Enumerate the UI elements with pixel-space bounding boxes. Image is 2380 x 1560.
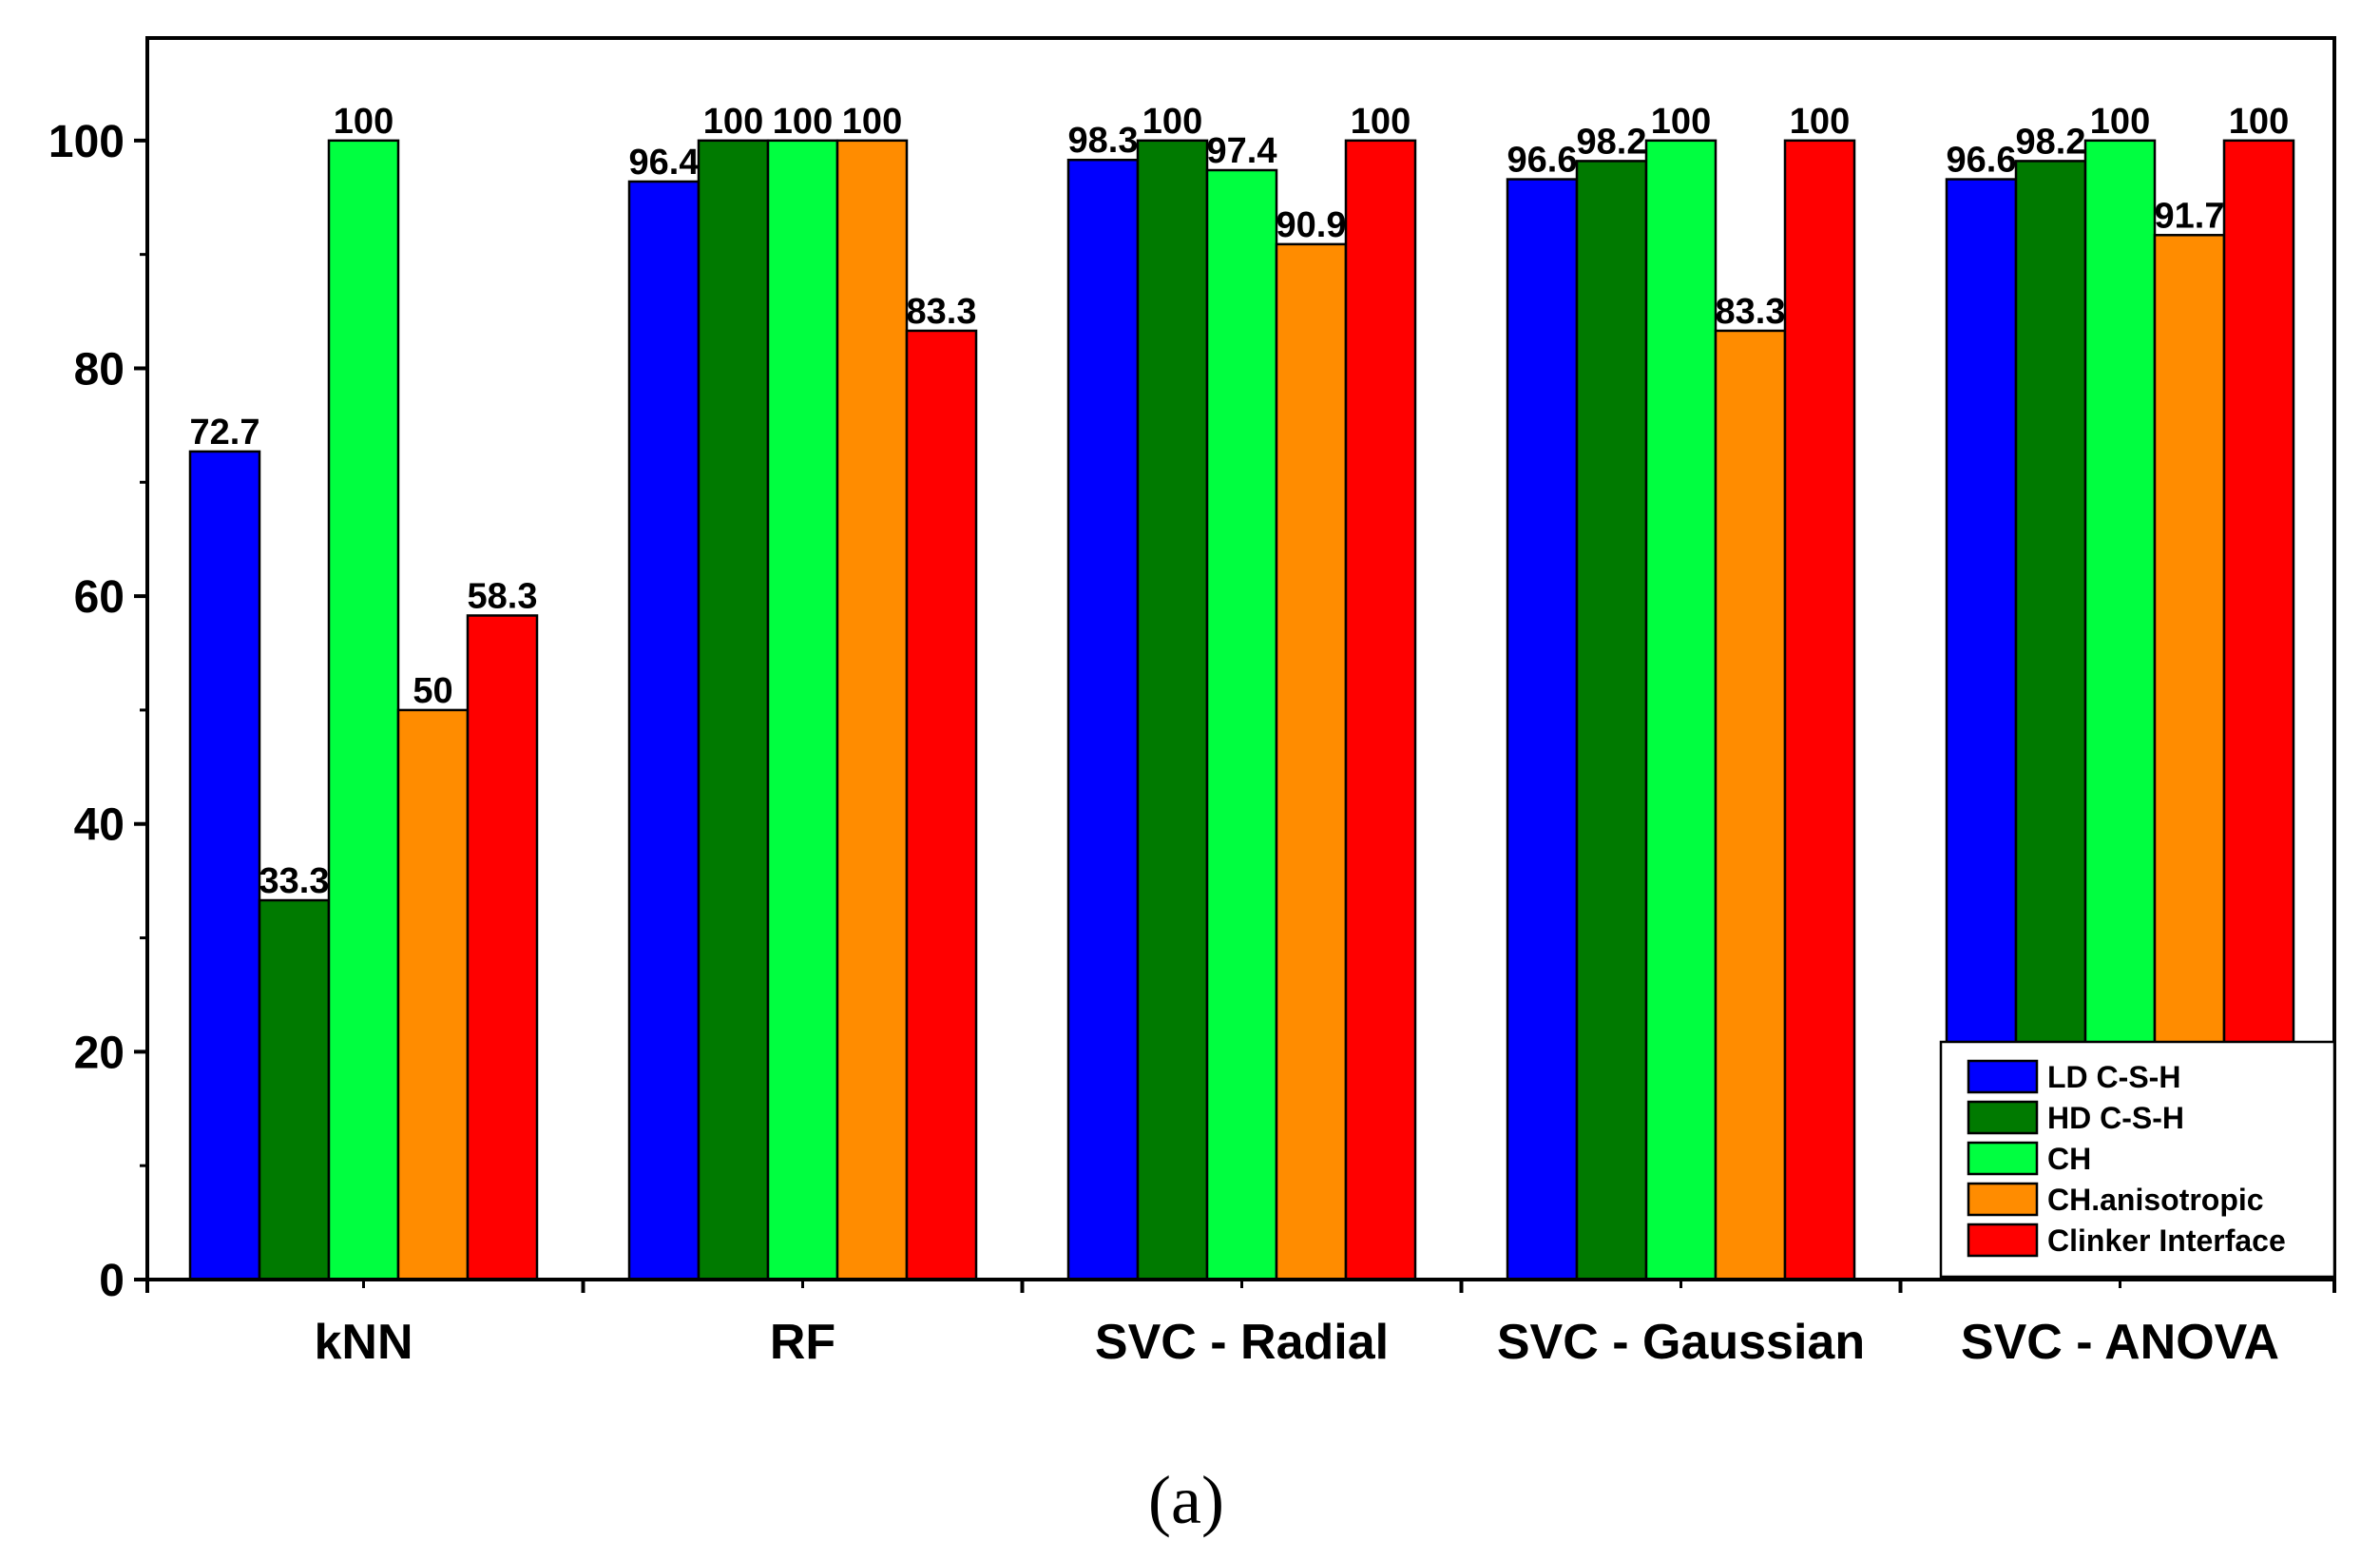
x-category-label: RF xyxy=(770,1315,835,1370)
bar-svc-gaussian-ch xyxy=(1644,139,1718,1281)
bar-svc-gaussian-hd-c-s-h xyxy=(1575,160,1648,1281)
x-category-label: SVC - Radial xyxy=(1095,1315,1389,1370)
data-label-rf-ld-c-s-h: 96.4 xyxy=(629,143,700,183)
bar-svc-radial-hd-c-s-h xyxy=(1136,139,1209,1281)
y-tick-label: 0 xyxy=(99,1256,125,1306)
y-tick-label: 20 xyxy=(74,1028,125,1078)
data-label-svc-radial-hd-c-s-h: 100 xyxy=(1142,102,1202,142)
data-label-svc-gaussian-hd-c-s-h: 98.2 xyxy=(1577,122,1647,162)
data-label-svc-anova-clinker-interface: 100 xyxy=(2229,102,2289,142)
data-label-svc-anova-ld-c-s-h: 96.6 xyxy=(1947,141,2017,181)
bars-layer xyxy=(188,139,2295,1281)
legend-swatch-ch xyxy=(1967,1141,2039,1176)
x-axis: kNN RF SVC - Radial SVC - Gaussian SVC - ANO… xyxy=(145,1280,2336,1370)
legend-swatch-ch-anisotropic xyxy=(1967,1182,2039,1217)
legend-label-hd-c-s-h: HD C-S-H xyxy=(2047,1101,2184,1135)
x-category-label: kNN xyxy=(314,1315,413,1370)
data-label-svc-gaussian-ch: 100 xyxy=(1651,102,1711,142)
x-category-label: SVC - Gaussian xyxy=(1497,1315,1865,1370)
y-tick-label: 60 xyxy=(74,572,125,623)
data-label-knn-hd-c-s-h: 33.3 xyxy=(259,861,330,901)
bar-svc-gaussian-ld-c-s-h xyxy=(1506,178,1579,1281)
bar-svc-radial-clinker-interface xyxy=(1344,139,1417,1281)
data-label-knn-ch: 100 xyxy=(334,102,393,142)
bar-svc-radial-ld-c-s-h xyxy=(1066,158,1140,1281)
data-label-rf-hd-c-s-h: 100 xyxy=(703,102,763,142)
legend-label-ld-c-s-h: LD C-S-H xyxy=(2047,1060,2180,1094)
bar-rf-ch xyxy=(766,139,839,1281)
y-axis: 0 20 40 60 80 100 xyxy=(48,117,147,1306)
bar-knn-ch xyxy=(327,139,400,1281)
data-label-svc-gaussian-ch-anisotropic: 83.3 xyxy=(1716,292,1786,332)
bar-rf-ld-c-s-h xyxy=(627,180,701,1281)
bar-rf-clinker-interface xyxy=(905,329,978,1281)
legend-swatch-hd-c-s-h xyxy=(1967,1100,2039,1135)
data-label-rf-ch-anisotropic: 100 xyxy=(842,102,902,142)
bar-svc-gaussian-clinker-interface xyxy=(1783,139,1856,1281)
legend: LD C-S-H HD C-S-H CH CH.anisotropic Clinker … xyxy=(1939,1040,2336,1279)
y-tick-label: 100 xyxy=(48,117,125,167)
legend-swatch-ld-c-s-h xyxy=(1967,1059,2039,1094)
data-label-svc-anova-hd-c-s-h: 98.2 xyxy=(2016,122,2086,162)
bar-knn-ch-anisotropic xyxy=(396,708,470,1281)
bar-knn-hd-c-s-h xyxy=(258,898,331,1281)
data-label-svc-radial-ch-anisotropic: 90.9 xyxy=(1276,205,1347,245)
data-label-svc-gaussian-ld-c-s-h: 96.6 xyxy=(1507,141,1578,181)
data-label-knn-ld-c-s-h: 72.7 xyxy=(190,413,260,453)
legend-label-ch: CH xyxy=(2047,1142,2091,1176)
bar-svc-radial-ch xyxy=(1205,168,1278,1281)
data-label-svc-anova-ch: 100 xyxy=(2090,102,2150,142)
bar-knn-clinker-interface xyxy=(466,614,539,1281)
legend-label-clinker-interface: Clinker Interface xyxy=(2047,1223,2286,1258)
figure-caption: (a) xyxy=(1148,1462,1224,1538)
data-label-svc-anova-ch-anisotropic: 91.7 xyxy=(2155,196,2225,236)
data-label-svc-gaussian-clinker-interface: 100 xyxy=(1790,102,1850,142)
data-label-knn-clinker-interface: 58.3 xyxy=(468,576,538,616)
bar-rf-hd-c-s-h xyxy=(697,139,770,1281)
y-tick-label: 80 xyxy=(74,344,125,395)
bar-svc-gaussian-ch-anisotropic xyxy=(1714,329,1787,1281)
data-label-svc-radial-ld-c-s-h: 98.3 xyxy=(1068,121,1139,161)
legend-label-ch-anisotropic: CH.anisotropic xyxy=(2047,1183,2264,1217)
bar-knn-ld-c-s-h xyxy=(188,450,261,1281)
data-label-knn-ch-anisotropic: 50 xyxy=(413,671,452,711)
data-label-rf-ch: 100 xyxy=(773,102,833,142)
data-label-svc-radial-ch: 97.4 xyxy=(1207,131,1277,171)
x-category-label: SVC - ANOVA xyxy=(1961,1315,2279,1370)
bar-svc-radial-ch-anisotropic xyxy=(1275,242,1348,1281)
y-tick-label: 40 xyxy=(74,800,125,851)
data-label-rf-clinker-interface: 83.3 xyxy=(907,292,977,332)
data-label-svc-radial-clinker-interface: 100 xyxy=(1351,102,1411,142)
legend-swatch-clinker-interface xyxy=(1967,1223,2039,1258)
bar-rf-ch-anisotropic xyxy=(835,139,909,1281)
